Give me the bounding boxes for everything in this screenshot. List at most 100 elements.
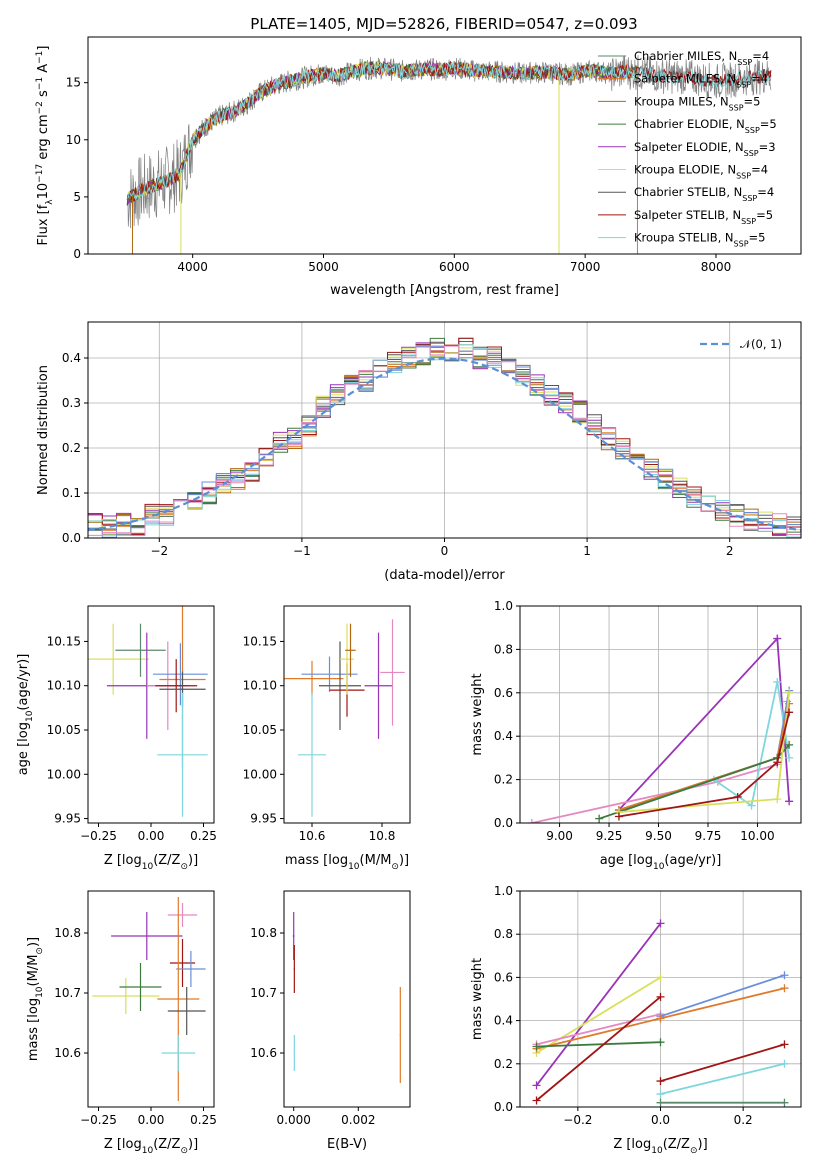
y-tick-label: 0.6 — [494, 970, 513, 984]
x-tick-label: 9.75 — [695, 829, 722, 843]
normal-distribution-curve — [88, 357, 801, 532]
x-axis-label: wavelength [Angstrom, rest frame] — [330, 283, 559, 298]
x-tick-label: −2 — [150, 544, 168, 558]
plot-area — [88, 337, 801, 538]
y-tick-label: 1.0 — [494, 599, 513, 613]
x-tick-label: 10.6 — [299, 829, 326, 843]
mass-weight-line — [536, 976, 661, 1054]
x-tick-label: 7000 — [570, 260, 601, 274]
plot-area — [92, 897, 206, 1101]
mass-weight-marker — [773, 677, 782, 686]
axes-frame — [283, 605, 411, 824]
mass-weight-line — [660, 974, 785, 1018]
y-tick-label: 10.00 — [243, 767, 277, 781]
mass-weight-vs-metallicity-panel: −0.2 0.0 0.2 0.0 0.2 0.4 0.6 0.8 1.0 Z [log10(Z/Z… — [470, 884, 802, 1156]
y-tick-label: 0.1 — [62, 486, 81, 500]
axes-frame — [519, 890, 802, 1108]
x-tick-label: 0.25 — [190, 1113, 217, 1127]
y-tick-label: 9.95 — [250, 812, 277, 826]
mass-vs-ebv-panel: 0.000 0.002 10.6 10.7 10.8 E(B-V) — [250, 890, 411, 1152]
mass-weight-marker — [532, 1096, 541, 1105]
mass-weight-marker — [527, 819, 536, 823]
legend-entry: Salpeter ELODIE, NSSP=3 — [634, 140, 776, 158]
mass-weight-marker — [656, 1077, 665, 1086]
residual-histogram-panel: −2 −1 0 1 2 0.0 0.1 0.2 0.3 0.4 (data-model)/error… — [36, 321, 802, 583]
y-axis-label: Normed distribution — [36, 365, 51, 495]
plot-area — [284, 619, 405, 817]
y-tick-label: 10.10 — [47, 679, 81, 693]
axes-frame — [87, 890, 215, 1108]
x-axis-label: Z [log10(Z/Z⊙)] — [104, 853, 198, 872]
mass-weight-marker — [780, 1040, 789, 1049]
mass-weight-marker — [785, 688, 794, 697]
y-axis-label: Flux [fλ10−17 erg cm−2 s−1 A−1] — [35, 46, 55, 246]
mass-weight-marker — [785, 699, 794, 708]
mass-weight-marker — [785, 797, 794, 806]
x-tick-label: 0.25 — [190, 829, 217, 843]
mass-weight-marker — [656, 1038, 665, 1047]
model-spectrum-line — [127, 61, 772, 199]
mass-weight-line — [536, 1013, 661, 1046]
y-tick-label: 10.15 — [47, 634, 81, 648]
y-axis-label: mass [log10(M/M⊙)] — [26, 937, 45, 1061]
x-tick-label: −0.25 — [80, 829, 117, 843]
mass-weight-vs-age-panel: 9.00 9.25 9.50 9.75 10.00 0.0 0.2 0.4 0.6 0.8 1.0 a… — [470, 599, 802, 872]
x-tick-label: 4000 — [177, 260, 208, 274]
x-axis-label: age [log10(age/yr)] — [600, 853, 722, 872]
y-tick-label: 5 — [73, 190, 81, 204]
spectrum-panel: 4000 5000 6000 7000 8000 0 5 10 15 wavelength [An… — [35, 36, 802, 298]
x-tick-label: 10.00 — [740, 829, 774, 843]
x-axis-label: Z [log10(Z/Z⊙)] — [104, 1137, 198, 1156]
mass-weight-marker — [785, 708, 794, 717]
mass-weight-marker — [785, 753, 794, 762]
x-tick-label: −1 — [293, 544, 311, 558]
mass-weight-marker — [747, 801, 756, 810]
x-tick-label: 9.25 — [596, 829, 623, 843]
mass-weight-marker — [532, 1081, 541, 1090]
y-tick-label: 0.4 — [494, 1014, 513, 1028]
mass-weight-marker — [780, 1098, 789, 1107]
legend-entry: Kroupa MILES, NSSP=5 — [634, 94, 760, 112]
x-tick-label: 0.000 — [277, 1113, 311, 1127]
y-tick-label: 0.8 — [494, 642, 513, 656]
mass-weight-marker — [614, 812, 623, 821]
y-axis-label: age [log10(age/yr)] — [16, 654, 35, 776]
mass-weight-line — [535, 996, 662, 1102]
mass-weight-marker — [780, 984, 789, 993]
chart-title: PLATE=1405, MJD=52826, FIBERID=0547, z=0… — [250, 15, 637, 33]
axes-frame — [519, 605, 802, 824]
mass-weight-line — [618, 692, 790, 813]
x-tick-label: −0.25 — [80, 1113, 117, 1127]
y-tick-label: 15 — [66, 76, 81, 90]
mass-weight-marker — [780, 1059, 789, 1068]
mass-weight-marker — [780, 971, 789, 980]
axes-frame — [87, 605, 215, 824]
legend-entry: Salpeter MILES, NSSP=4 — [634, 72, 768, 90]
y-tick-label: 0.2 — [494, 773, 513, 787]
y-axis-label: mass weight — [470, 673, 485, 755]
x-tick-label: 8000 — [701, 260, 732, 274]
mass-weight-marker — [656, 973, 665, 982]
age-vs-mass-panel: 10.6 10.8 9.95 10.00 10.05 10.10 10.15 mass [lo… — [243, 605, 411, 872]
mass-weight-marker — [595, 814, 604, 823]
x-tick-label: 1 — [583, 544, 591, 558]
mass-weight-marker — [785, 740, 794, 749]
mass-weight-line — [536, 1041, 661, 1048]
x-axis-label: (data-model)/error — [384, 568, 505, 583]
histogram-step — [88, 345, 801, 538]
mass-weight-marker — [773, 758, 782, 767]
age-vs-metallicity-panel: −0.25 0.00 0.25 9.95 10.00 10.05 10.10 10.15 Z [… — [16, 605, 217, 872]
legend-entry: 𝒩(0, 1) — [740, 337, 782, 351]
plot-area — [527, 634, 794, 823]
x-tick-label: 5000 — [308, 260, 339, 274]
y-tick-label: 0.4 — [62, 351, 81, 365]
mass-weight-line — [660, 1043, 785, 1082]
y-tick-label: 10.6 — [54, 1046, 81, 1060]
y-tick-label: 0.4 — [494, 729, 513, 743]
legend-entry: Chabrier STELIB, NSSP=4 — [634, 185, 774, 203]
plot-area — [532, 919, 789, 1107]
y-tick-label: 10.15 — [243, 634, 277, 648]
y-tick-label: 0.0 — [494, 816, 513, 830]
y-axis-label: mass weight — [470, 958, 485, 1040]
